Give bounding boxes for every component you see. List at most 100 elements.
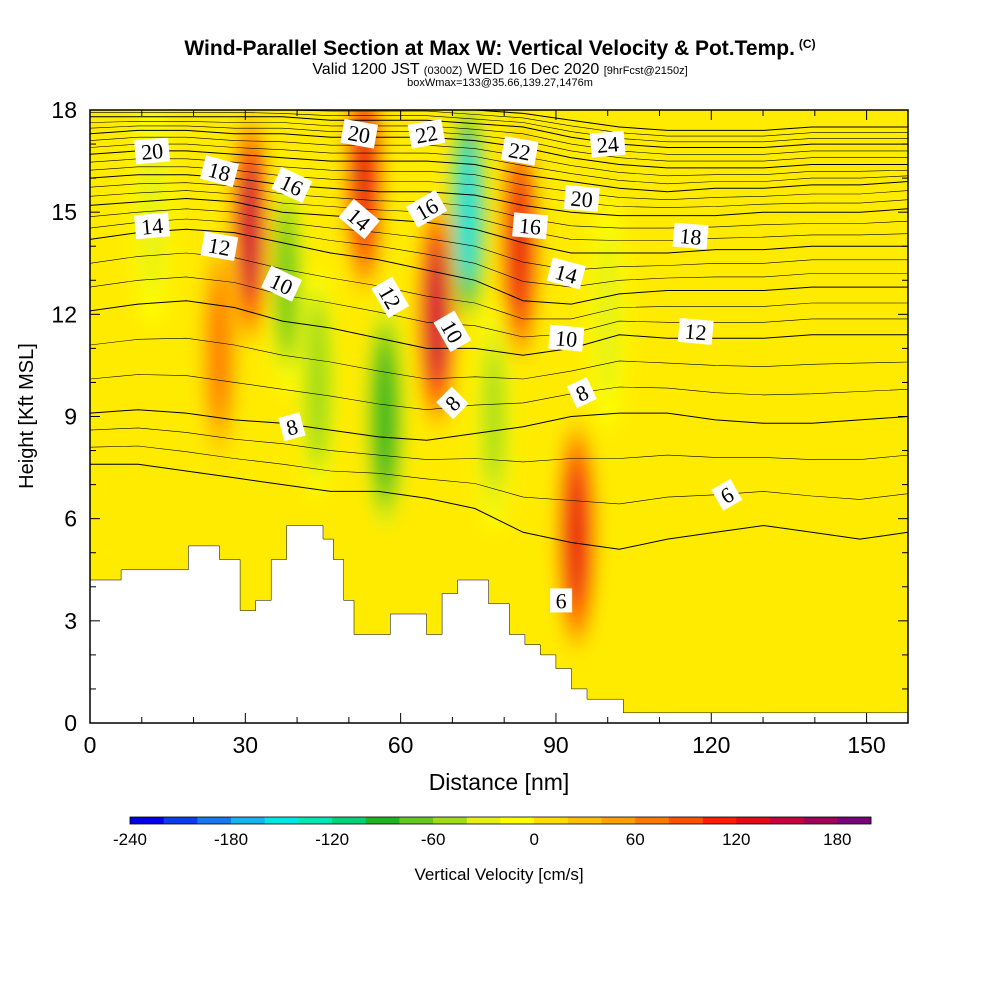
y-tick-label: 12 (51, 301, 77, 327)
contour-label-bg (563, 185, 600, 212)
x-tick-label: 60 (388, 732, 414, 758)
contour-label-text: 22 (414, 120, 440, 148)
contour-label: 24 (589, 130, 626, 158)
theta-contour-14 (90, 197, 908, 254)
theta-contour-minor (90, 125, 908, 162)
colorbar: -240 -180 -120 -60 0 60 120 180 (113, 816, 872, 849)
x-tick-label: 30 (233, 732, 259, 758)
theta-contour-12 (90, 228, 908, 305)
colorbar-tick-label: -60 (421, 830, 446, 849)
colorbar-tick-label: -240 (113, 830, 147, 849)
w-feature-6-band-3 (567, 465, 586, 606)
contour-label-bg (407, 119, 446, 149)
contour-label-bg (200, 231, 239, 261)
y-tick-label: 3 (64, 608, 77, 634)
x-tick-label: 90 (543, 732, 569, 758)
contour-label: 8 (566, 377, 597, 409)
contour-label-text: 20 (346, 120, 372, 148)
colorbar-swatch (197, 817, 232, 824)
theta-contour-minor (90, 112, 908, 143)
theta-contour-minor (90, 427, 908, 463)
contour-label: 20 (134, 137, 171, 165)
contour-label-bg (134, 212, 171, 240)
y-tick-label: 9 (64, 404, 77, 430)
contour-label: 6 (711, 478, 743, 511)
y-tick-label: 18 (51, 97, 77, 123)
w-feature-8-band-3 (308, 312, 327, 453)
contour-label-bg (711, 478, 743, 511)
colorbar-swatch (534, 817, 569, 824)
x-tick-label: 120 (692, 732, 730, 758)
valid-time: Valid 1200 JST (0300Z) WED 16 Dec 2020 [… (0, 61, 1000, 79)
terrain (90, 525, 908, 723)
colorbar-swatch (500, 817, 535, 824)
contour-label-text: 12 (684, 318, 708, 345)
contour-label-bg (405, 189, 448, 228)
contour-label: 22 (500, 136, 539, 166)
contour-label-bg (371, 276, 410, 319)
contour-label-text: 6 (556, 588, 567, 613)
w-feature-12-band-3 (143, 142, 162, 283)
valid-utc: (0300Z) (423, 65, 463, 77)
theta-contour-minor (90, 143, 908, 185)
w-feature-10-band-3 (484, 346, 503, 487)
colorbar-swatch (702, 817, 737, 824)
contour-label-text: 18 (679, 223, 703, 250)
contour-label: 22 (407, 119, 446, 149)
colorbar-label: Vertical Velocity [cm/s] (414, 865, 583, 884)
colorbar-swatch (635, 817, 670, 824)
contour-label: 14 (546, 257, 586, 290)
colorbar-swatch (736, 817, 771, 824)
contour-label-text: 22 (507, 137, 533, 165)
valid-date: WED 16 Dec 2020 (466, 61, 600, 78)
y-tick-label: 6 (64, 506, 77, 532)
contour-label-bg (672, 222, 709, 250)
valid-prefix: Valid 1200 JST (312, 61, 420, 78)
theta-contour-18 (90, 150, 908, 193)
contour-label-bg (512, 212, 549, 240)
colorbar-swatch (567, 817, 602, 824)
theta-contour-minor (90, 218, 908, 288)
contour-label-bg (500, 136, 539, 166)
colorbar-swatch (769, 817, 804, 824)
w-feature-3-band-3 (427, 244, 446, 385)
colorbar-swatch (264, 817, 299, 824)
contour-label-bg (566, 377, 597, 409)
theta-contour-minor (90, 190, 908, 241)
colorbar-swatch (298, 817, 333, 824)
contour-label: 20 (563, 185, 600, 213)
w-feature-5-band-3 (510, 176, 529, 317)
theta-contour-minor (90, 121, 908, 155)
contour-label-bg (134, 137, 171, 165)
w-feature-11-band-3 (598, 244, 617, 385)
theta-contour-minor (90, 374, 908, 411)
axes: 0 30 60 90 120 150 0 3 6 9 12 15 18 (51, 97, 908, 758)
contour-label-bg (589, 130, 626, 158)
theta-contour-6 (90, 463, 908, 550)
contour-label-bg (436, 386, 469, 420)
contour-label-text: 20 (140, 138, 164, 165)
title-text: Wind-Parallel Section at Max W: Vertical… (184, 37, 795, 60)
copyright-mark: (C) (798, 37, 816, 51)
box-info: boxWmax=133@35.66,139.27,1476m (407, 77, 593, 89)
contour-label-text: 20 (570, 186, 594, 213)
theta-contour-8 (90, 409, 908, 441)
colorbar-swatch (399, 817, 434, 824)
contour-label-bg (546, 257, 586, 290)
colorbar-tick-label: 60 (626, 830, 645, 849)
y-axis-label: Height [Kft MSL] (16, 343, 38, 489)
contour-label: 10 (548, 324, 585, 352)
contour-label-bg (340, 119, 379, 149)
contour-label-text: 16 (518, 213, 542, 240)
theta-contour-minor (90, 445, 908, 505)
contour-label-bg (550, 588, 573, 613)
contour-label-bg (548, 324, 585, 352)
colorbar-tick-label: -180 (214, 830, 248, 849)
theta-contour-minor (90, 136, 908, 177)
colorbar-swatch (601, 817, 636, 824)
y-tick-label: 0 (64, 710, 77, 736)
contour-label-bg (278, 412, 306, 442)
contour-label: 18 (672, 222, 709, 250)
